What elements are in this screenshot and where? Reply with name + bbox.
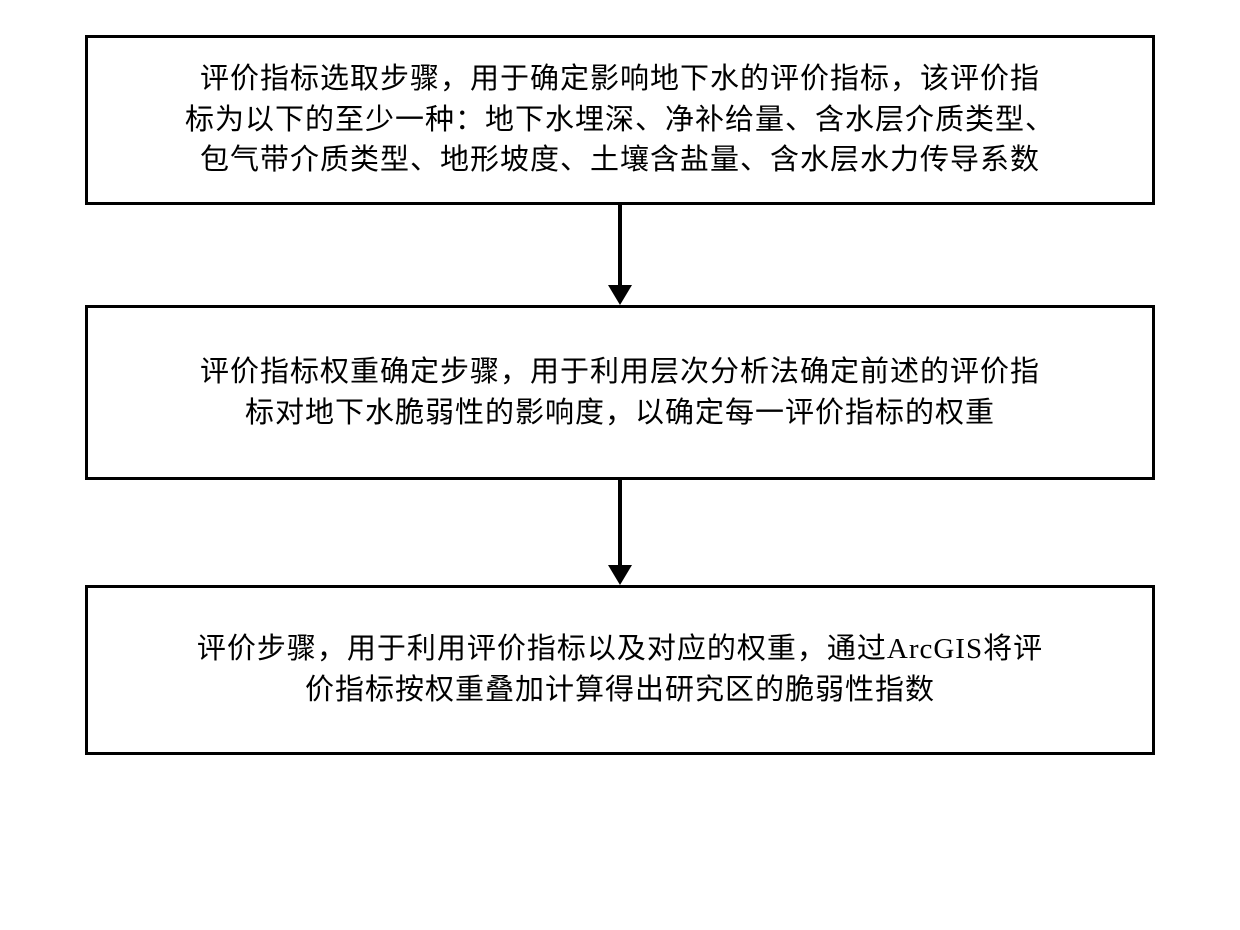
flowchart-box-3: 评价步骤，用于利用评价指标以及对应的权重，通过ArcGIS将评 价指标按权重叠加… bbox=[85, 585, 1155, 755]
box-2-line-1: 评价指标权重确定步骤，用于利用层次分析法确定前述的评价指 bbox=[200, 352, 1040, 393]
arrow-2-line bbox=[618, 480, 622, 565]
box-1-line-2: 标为以下的至少一种：地下水埋深、净补给量、含水层介质类型、 bbox=[185, 100, 1055, 141]
arrow-1-head bbox=[608, 285, 632, 305]
flowchart-box-1: 评价指标选取步骤，用于确定影响地下水的评价指标，该评价指 标为以下的至少一种：地… bbox=[85, 35, 1155, 205]
arrow-1-line bbox=[618, 205, 622, 285]
box-3-line-1: 评价步骤，用于利用评价指标以及对应的权重，通过ArcGIS将评 bbox=[197, 629, 1043, 670]
arrow-1 bbox=[608, 205, 632, 305]
flowchart-box-2: 评价指标权重确定步骤，用于利用层次分析法确定前述的评价指 标对地下水脆弱性的影响… bbox=[85, 305, 1155, 480]
arrow-2 bbox=[608, 480, 632, 585]
box-3-line-2: 价指标按权重叠加计算得出研究区的脆弱性指数 bbox=[305, 670, 935, 711]
box-1-line-1: 评价指标选取步骤，用于确定影响地下水的评价指标，该评价指 bbox=[200, 59, 1040, 100]
box-1-line-3: 包气带介质类型、地形坡度、土壤含盐量、含水层水力传导系数 bbox=[200, 140, 1040, 181]
arrow-2-head bbox=[608, 565, 632, 585]
box-2-line-2: 标对地下水脆弱性的影响度，以确定每一评价指标的权重 bbox=[245, 393, 995, 434]
